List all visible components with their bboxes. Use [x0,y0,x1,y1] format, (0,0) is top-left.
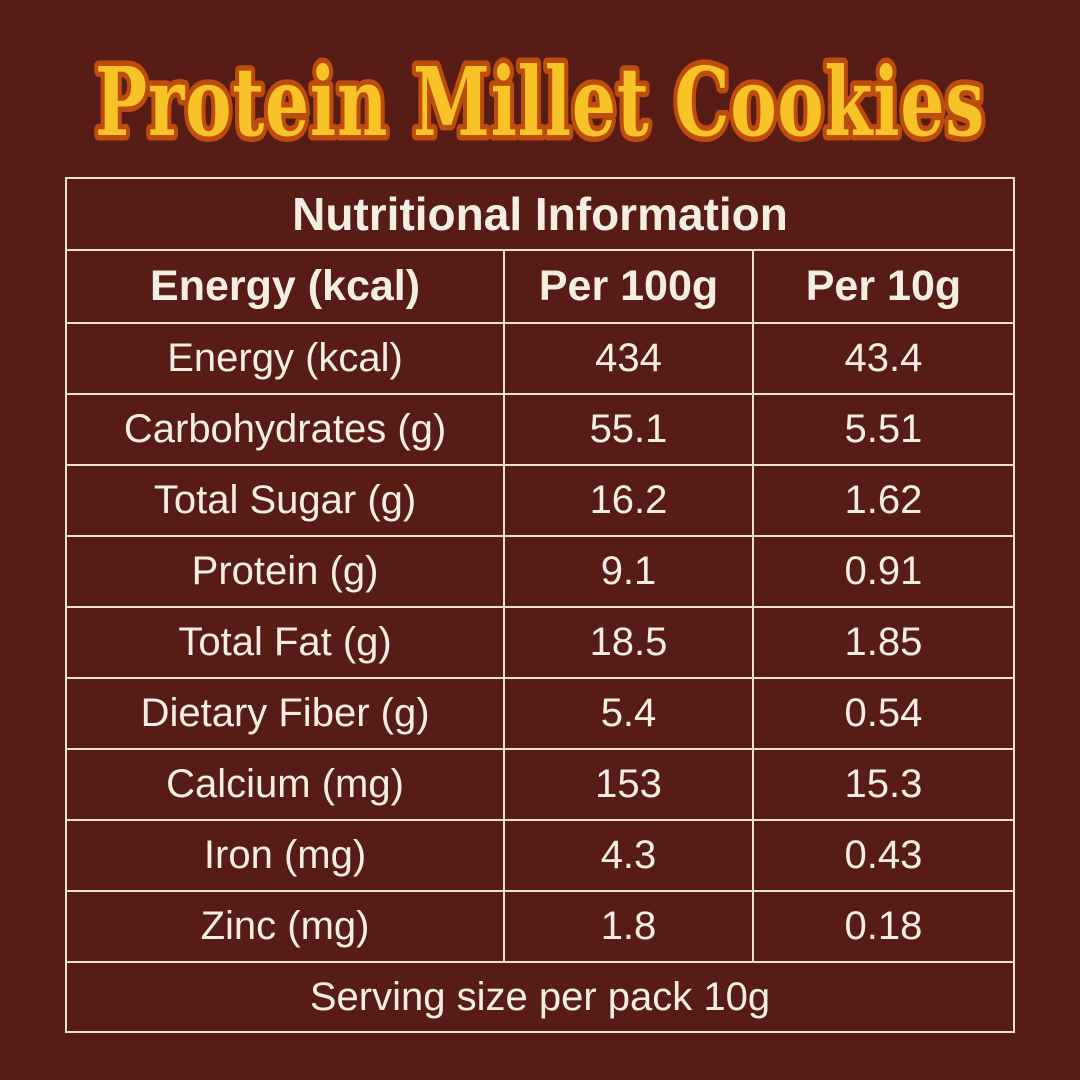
cell-label: Total Sugar (g) [153,478,417,523]
table-header-row: Nutritional Information [67,179,1013,249]
cell-per-10g: 15.3 [751,749,1013,819]
table-row-protein: Protein (g) 9.1 0.91 [67,534,1013,606]
serving-size-text: Serving size per pack 10g [309,974,771,1019]
cell-per-10g: 1.85 [751,607,1013,677]
page-title-text: Protein Millet Cookies [95,47,985,158]
column-header-per-100g: Per 100g [503,250,752,322]
cell-label: Energy (kcal) [167,336,403,381]
nutrition-table: Nutritional Information Energy (kcal) Pe… [65,177,1015,1033]
cell-per-100g: 16.2 [503,465,752,535]
cell-per-100g: 55.1 [503,394,752,464]
cell-per-10g: 0.91 [751,536,1013,606]
table-header-title: Nutritional Information [292,187,788,240]
cell-per-100g: 4.3 [503,820,752,890]
cell-per-10g: 5.51 [751,394,1013,464]
table-row-energy: Energy (kcal) 434 43.4 [67,321,1013,393]
cell-per-100g: 9.1 [503,536,752,606]
column-header-per-10g: Per 10g [751,250,1013,322]
cell-label: Calcium (mg) [166,762,404,807]
table-row-carbohydrates: Carbohydrates (g) 55.1 5.51 [67,392,1013,464]
table-row-total-sugar: Total Sugar (g) 16.2 1.62 [67,463,1013,535]
cell-label: Total Fat (g) [178,620,392,665]
cell-label: Protein (g) [191,549,379,594]
cell-label: Iron (mg) [203,833,367,878]
cell-per-100g: 434 [503,323,752,393]
cell-per-10g: 0.43 [751,820,1013,890]
cell-label: Carbohydrates (g) [123,407,447,452]
cell-per-100g: 1.8 [503,891,752,961]
cell-per-100g: 5.4 [503,678,752,748]
cell-label: Dietary Fiber (g) [140,691,430,736]
column-header-row: Energy (kcal) Per 100g Per 10g [67,248,1013,322]
cell-label: Zinc (mg) [200,904,370,949]
table-row-zinc: Zinc (mg) 1.8 0.18 [67,889,1013,961]
table-row-dietary-fiber: Dietary Fiber (g) 5.4 0.54 [67,676,1013,748]
page-title: Protein Millet Cookies [90,42,990,164]
cell-per-100g: 18.5 [503,607,752,677]
serving-size-row: Serving size per pack 10g [67,960,1013,1031]
table-row-iron: Iron (mg) 4.3 0.43 [67,818,1013,890]
cell-per-10g: 1.62 [751,465,1013,535]
table-row-calcium: Calcium (mg) 153 15.3 [67,747,1013,819]
column-header-nutrient: Energy (kcal) [150,261,421,310]
cell-per-100g: 153 [503,749,752,819]
cell-per-10g: 0.54 [751,678,1013,748]
cell-per-10g: 43.4 [751,323,1013,393]
table-row-total-fat: Total Fat (g) 18.5 1.85 [67,605,1013,677]
cell-per-10g: 0.18 [751,891,1013,961]
